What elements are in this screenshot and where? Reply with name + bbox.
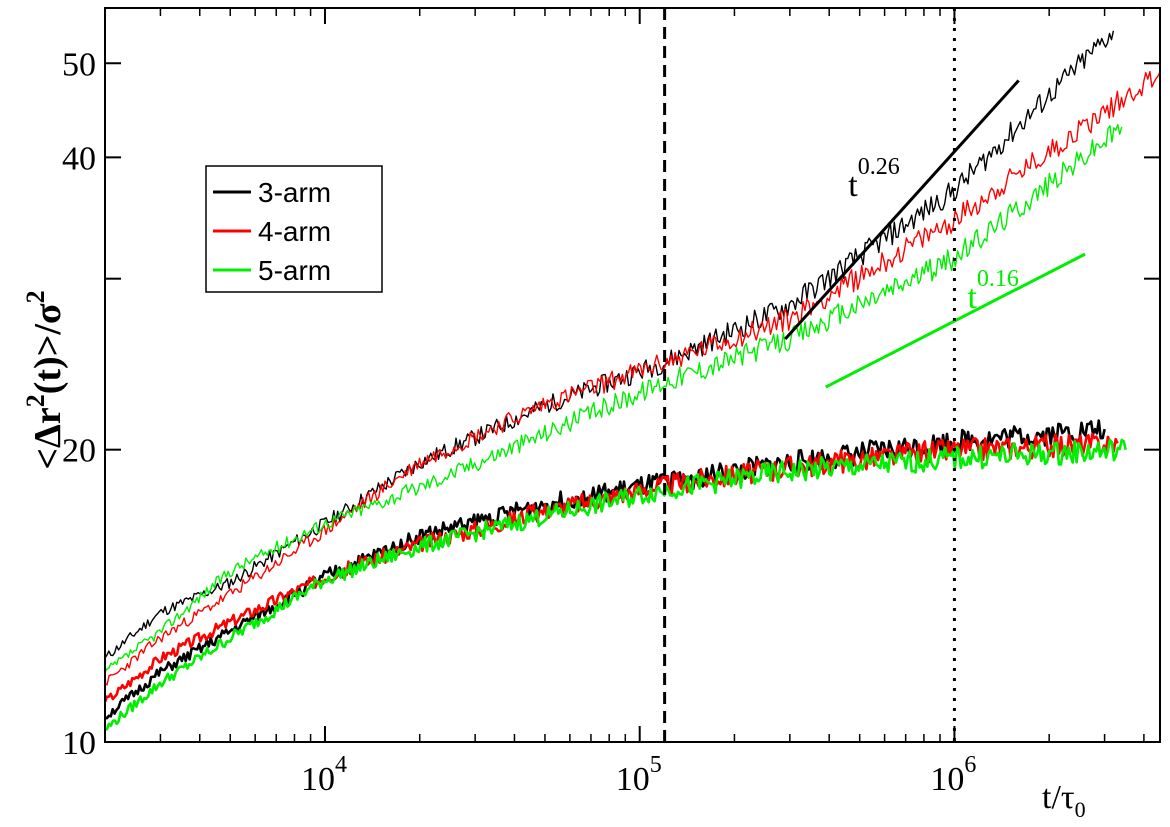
y-tick-label-2: 40 — [62, 140, 96, 177]
y-tick-label-1: 20 — [62, 433, 96, 470]
series-line-2 — [104, 70, 1161, 686]
power-law-guide-1 — [784, 79, 1020, 341]
legend: 3-arm 4-arm 5-arm — [205, 165, 383, 293]
reference-lines — [663, 8, 956, 742]
legend-label-3: 5-arm — [258, 255, 331, 286]
series-line-3 — [104, 123, 1123, 673]
series-layer — [103, 30, 1161, 731]
y-tick-label-3: 50 — [62, 46, 96, 83]
y-axis-title: <Δr2(t)>/σ2 — [21, 290, 69, 469]
legend-label-1: 3-arm — [258, 177, 331, 208]
y-axis-title-group: <Δr2(t)>/σ2 — [21, 290, 69, 469]
legend-label-2: 4-arm — [258, 216, 331, 247]
series-line-6 — [104, 438, 1127, 731]
series-line-4 — [104, 419, 1106, 720]
y-tick-label-0: 10 — [62, 725, 96, 762]
plot-frame — [104, 7, 1161, 743]
